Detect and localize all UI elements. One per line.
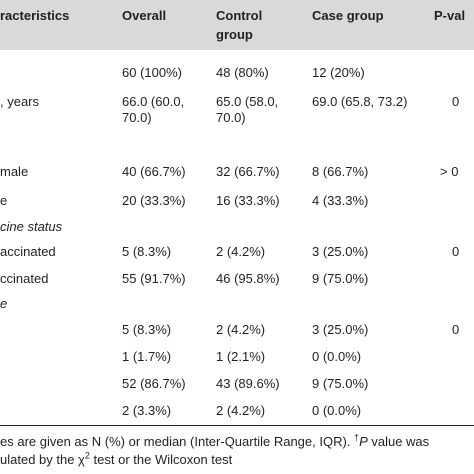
header-pvalue: P-val <box>434 8 466 23</box>
row-label: e <box>0 193 8 208</box>
cell-overall: 5 (8.3%) <box>122 322 172 337</box>
footnote-line1: es are given as N (%) or median (Inter-Q… <box>0 432 430 450</box>
footnote-superscript: 2 <box>84 450 90 461</box>
footnote-p-italic: P <box>359 434 368 449</box>
cell-control: 2 (4.2%) <box>216 322 266 337</box>
footnote-text: ulated by the χ <box>0 452 85 467</box>
cell-overall: 5 (8.3%) <box>122 244 172 259</box>
row-label: male <box>0 164 29 179</box>
section-label-vaccine-status: cine status <box>0 219 63 234</box>
cell-case: 4 (33.3%) <box>312 193 369 208</box>
cell-control: 16 (33.3%) <box>216 193 280 208</box>
cell-case: 3 (25.0%) <box>312 322 369 337</box>
cell-overall: 20 (33.3%) <box>122 193 186 208</box>
cell-control: 1 (2.1%) <box>216 349 266 364</box>
cell-overall: 2 (3.3%) <box>122 403 172 418</box>
cell-pvalue: 0 <box>452 94 460 109</box>
cell-case: 9 (75.0%) <box>312 376 369 391</box>
cell-overall: 55 (91.7%) <box>122 271 186 286</box>
row-label: accinated <box>0 244 56 259</box>
header-overall: Overall <box>122 8 167 23</box>
table-header-background <box>0 0 474 50</box>
cell-control: 46 (95.8%) <box>216 271 280 286</box>
row-label: ccinated <box>0 271 49 286</box>
cell-pvalue: 0 <box>452 244 460 259</box>
cell-control: 32 (66.7%) <box>216 164 280 179</box>
section-label: e <box>0 296 8 311</box>
header-case: Case group <box>312 8 384 23</box>
header-control-line1: Control <box>216 8 263 23</box>
cell-overall: 1 (1.7%) <box>122 349 172 364</box>
header-characteristics: racteristics <box>0 8 70 23</box>
cell-case: 12 (20%) <box>312 65 365 80</box>
footnote-text: es are given as N (%) or median (Inter-Q… <box>0 434 351 449</box>
cell-overall: 40 (66.7%) <box>122 164 186 179</box>
footnote-line2: ulated by the χ2 test or the Wilcoxon te… <box>0 450 233 468</box>
footnote-text: test or the Wilcoxon test <box>89 452 233 467</box>
cell-overall: 52 (86.7%) <box>122 376 186 391</box>
cell-control: 65.0 (58.0, <box>216 94 279 109</box>
cell-case: 3 (25.0%) <box>312 244 369 259</box>
cell-pvalue: 0 <box>452 322 460 337</box>
cell-overall: 60 (100%) <box>122 65 182 80</box>
cell-case: 69.0 (65.8, 73.2) <box>312 94 408 109</box>
cell-case: 9 (75.0%) <box>312 271 369 286</box>
cell-control: 48 (80%) <box>216 65 269 80</box>
footnote-dagger: † <box>354 432 360 443</box>
cell-case: 8 (66.7%) <box>312 164 369 179</box>
cell-overall: 66.0 (60.0, <box>122 94 185 109</box>
table-bottom-rule <box>0 425 474 426</box>
cell-case: 0 (0.0%) <box>312 403 362 418</box>
cell-pvalue: > 0 <box>440 164 459 179</box>
cell-control: 2 (4.2%) <box>216 244 266 259</box>
cell-control: 70.0) <box>216 110 246 125</box>
footnote-text: value was <box>367 434 430 449</box>
cell-case: 0 (0.0%) <box>312 349 362 364</box>
cell-overall: 70.0) <box>122 110 152 125</box>
cell-control: 2 (4.2%) <box>216 403 266 418</box>
header-control-line2: group <box>216 27 253 42</box>
cell-control: 43 (89.6%) <box>216 376 280 391</box>
row-label: , years <box>0 94 40 109</box>
